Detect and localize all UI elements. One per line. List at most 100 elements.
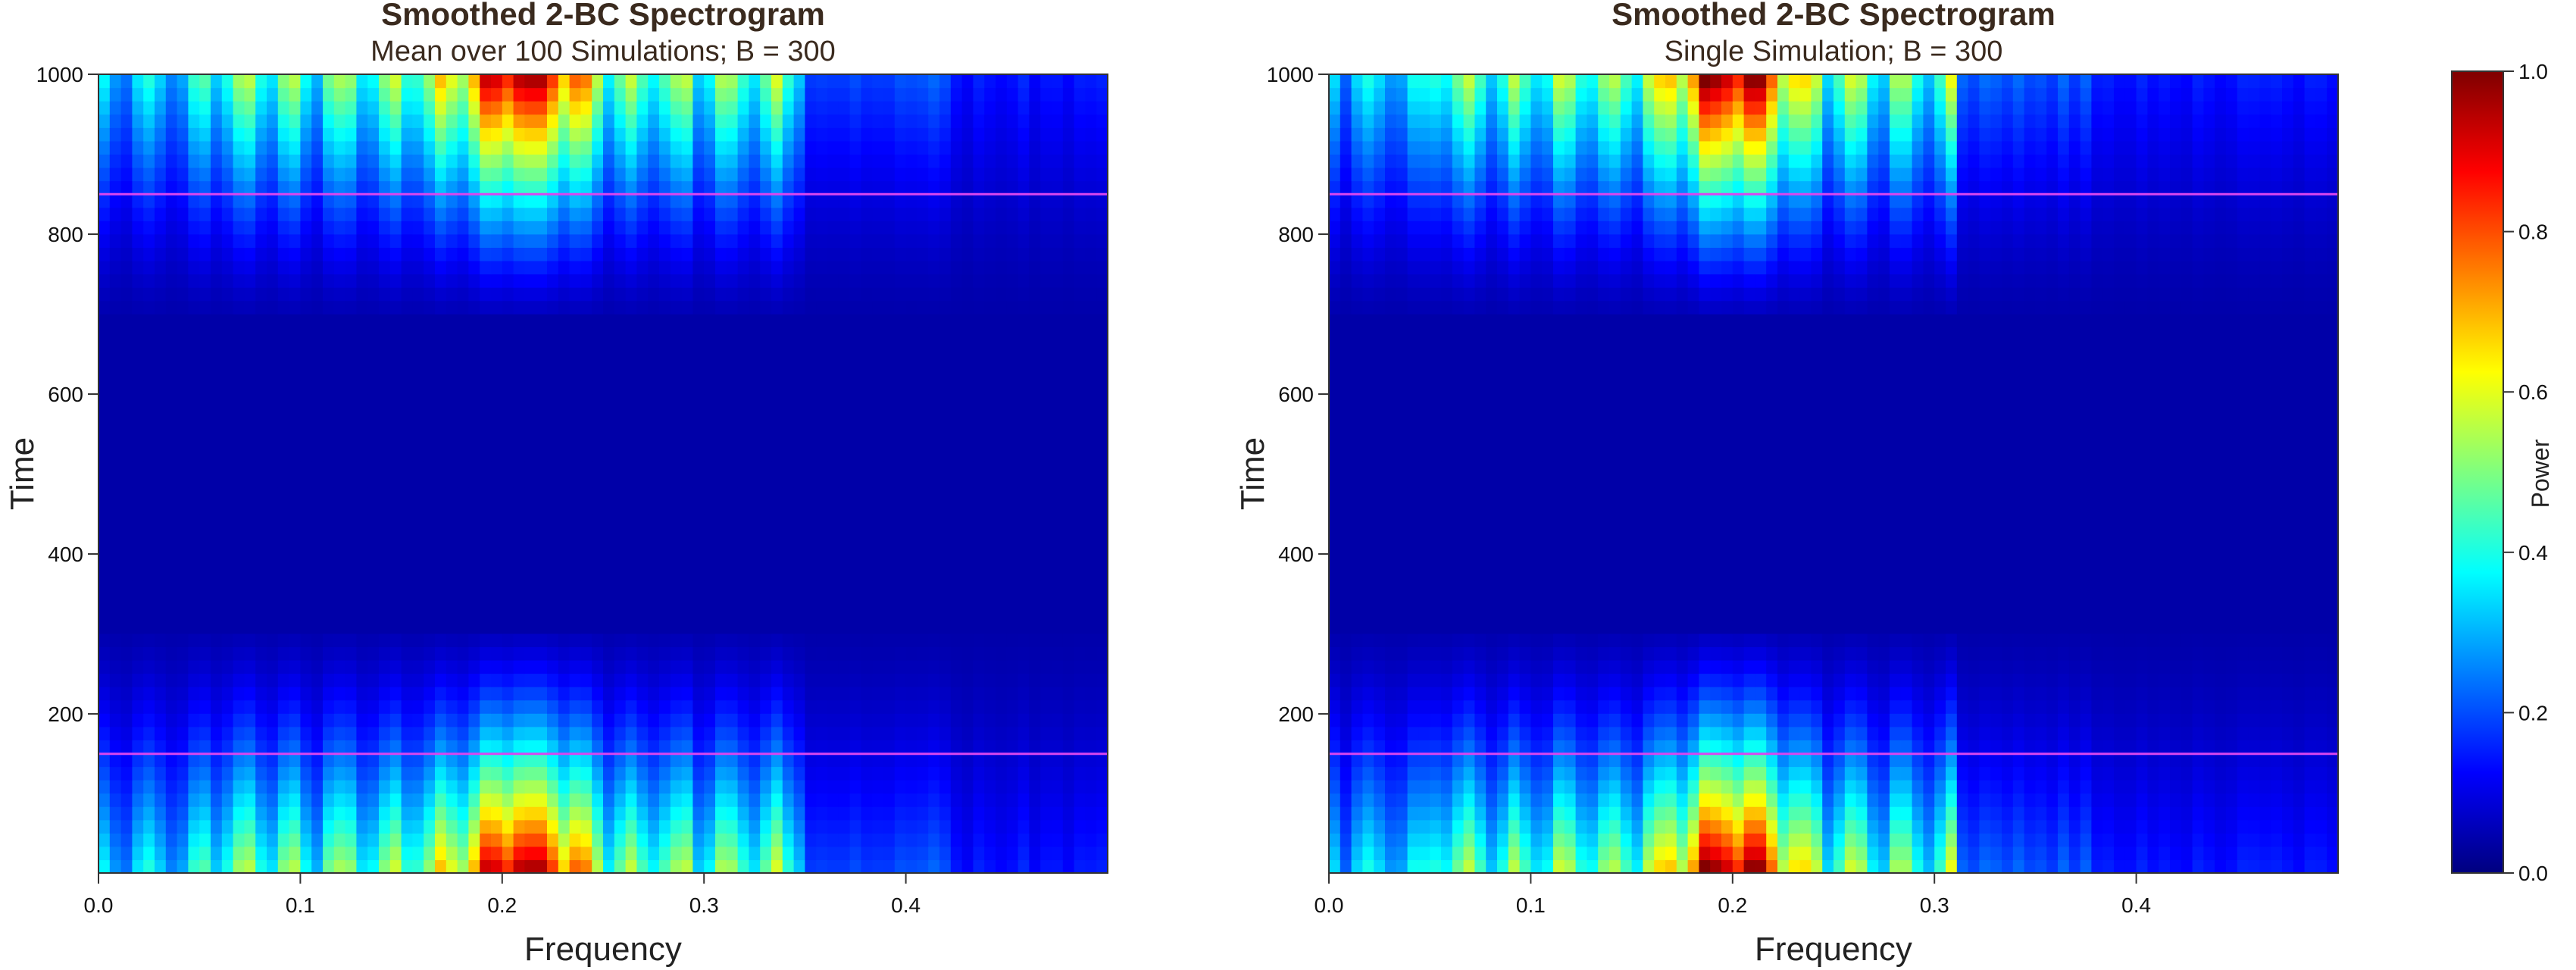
heatmap-cell (782, 446, 795, 462)
heatmap-cell (603, 327, 615, 341)
heatmap-cell (592, 233, 604, 248)
heatmap-cell (939, 633, 952, 647)
heatmap-cell (356, 780, 368, 794)
heatmap-cell (401, 726, 413, 740)
heatmap-cell (401, 380, 413, 395)
heatmap-cell (289, 806, 301, 821)
heatmap-cell (569, 699, 581, 714)
heatmap-cell (793, 726, 805, 740)
heatmap-cell (984, 513, 996, 527)
heatmap-cell (894, 819, 907, 834)
heatmap-cell (1029, 620, 1041, 634)
heatmap-cell (267, 314, 279, 328)
heatmap-cell (1018, 566, 1030, 581)
heatmap-cell (547, 367, 559, 381)
heatmap-cell (984, 633, 996, 647)
heatmap-cell (569, 407, 581, 421)
heatmap-cell (883, 766, 896, 781)
heatmap-cell (905, 553, 918, 568)
heatmap-cell (580, 194, 592, 208)
heatmap-cell (143, 859, 155, 874)
heatmap-cell (412, 433, 424, 448)
heatmap-cell (435, 180, 447, 195)
heatmap-cell (659, 793, 671, 807)
heatmap-cell (1040, 500, 1052, 515)
heatmap-cell (1074, 806, 1086, 821)
heatmap-cell (513, 527, 525, 541)
heatmap-cell (491, 673, 503, 687)
heatmap-cell (961, 633, 974, 647)
heatmap-cell (838, 566, 851, 581)
heatmap-cell (98, 167, 111, 182)
heatmap-cell (165, 593, 178, 608)
heatmap-cell (580, 221, 592, 235)
heatmap-cell (838, 420, 851, 434)
heatmap-cell (625, 673, 637, 687)
heatmap-cell (659, 393, 671, 408)
heatmap-cell (928, 780, 940, 794)
heatmap-cell (277, 500, 290, 515)
heatmap-cell (524, 140, 536, 155)
heatmap-cell (277, 646, 290, 661)
heatmap-cell (894, 740, 907, 754)
heatmap-cell (771, 140, 783, 155)
heatmap-cell (715, 433, 727, 448)
heatmap-cell (165, 287, 178, 302)
heatmap-cell (177, 460, 189, 474)
heatmap-cell (950, 420, 963, 434)
heatmap-cell (155, 500, 167, 515)
heatmap-cell (592, 207, 604, 221)
heatmap-cell (536, 859, 548, 874)
heatmap-cell (715, 646, 727, 661)
heatmap-cell (255, 713, 267, 728)
heatmap-cell (155, 287, 167, 302)
heatmap-cell (1040, 353, 1052, 368)
heatmap-cell (1062, 753, 1075, 768)
heatmap-cell (849, 713, 861, 728)
heatmap-cell (1062, 474, 1075, 488)
heatmap-cell (1085, 633, 1097, 647)
heatmap-cell (109, 687, 122, 701)
heatmap-cell (445, 620, 458, 634)
heatmap-cell (928, 646, 940, 661)
heatmap-cell (233, 393, 245, 408)
heatmap-cell (524, 566, 536, 581)
heatmap-cell (961, 513, 974, 527)
heatmap-cell (233, 207, 245, 221)
heatmap-cell (793, 846, 805, 861)
heatmap-cell (973, 766, 985, 781)
heatmap-cell (939, 806, 952, 821)
heatmap-cell (356, 673, 368, 687)
heatmap-cell (1029, 753, 1041, 768)
heatmap-cell (872, 407, 884, 421)
heatmap-cell (782, 194, 795, 208)
heatmap-cell (984, 487, 996, 501)
heatmap-cell (267, 274, 279, 288)
heatmap-cell (816, 687, 828, 701)
heatmap-cell (883, 793, 896, 807)
heatmap-cell (367, 699, 380, 714)
heatmap-cell (838, 367, 851, 381)
heatmap-cell (445, 207, 458, 221)
heatmap-cell (905, 314, 918, 328)
heatmap-cell (289, 233, 301, 248)
heatmap-cell (345, 180, 357, 195)
heatmap-cell (244, 433, 256, 448)
heatmap-cell (1096, 154, 1108, 168)
heatmap-cell (592, 393, 604, 408)
heatmap-cell (143, 846, 155, 861)
heatmap-cell (894, 713, 907, 728)
heatmap-cell (536, 673, 548, 687)
heatmap-cell (267, 646, 279, 661)
heatmap-cell (1040, 274, 1052, 288)
heatmap-cell (1062, 659, 1075, 674)
heatmap-cell (950, 407, 963, 421)
heatmap-cell (625, 247, 637, 261)
heatmap-cell (480, 287, 492, 302)
heatmap-cell (659, 673, 671, 687)
heatmap-cell (782, 154, 795, 168)
heatmap-cell (670, 606, 683, 621)
heatmap-cell (333, 540, 346, 554)
heatmap-cell (805, 221, 817, 235)
heatmap-cell (277, 620, 290, 634)
